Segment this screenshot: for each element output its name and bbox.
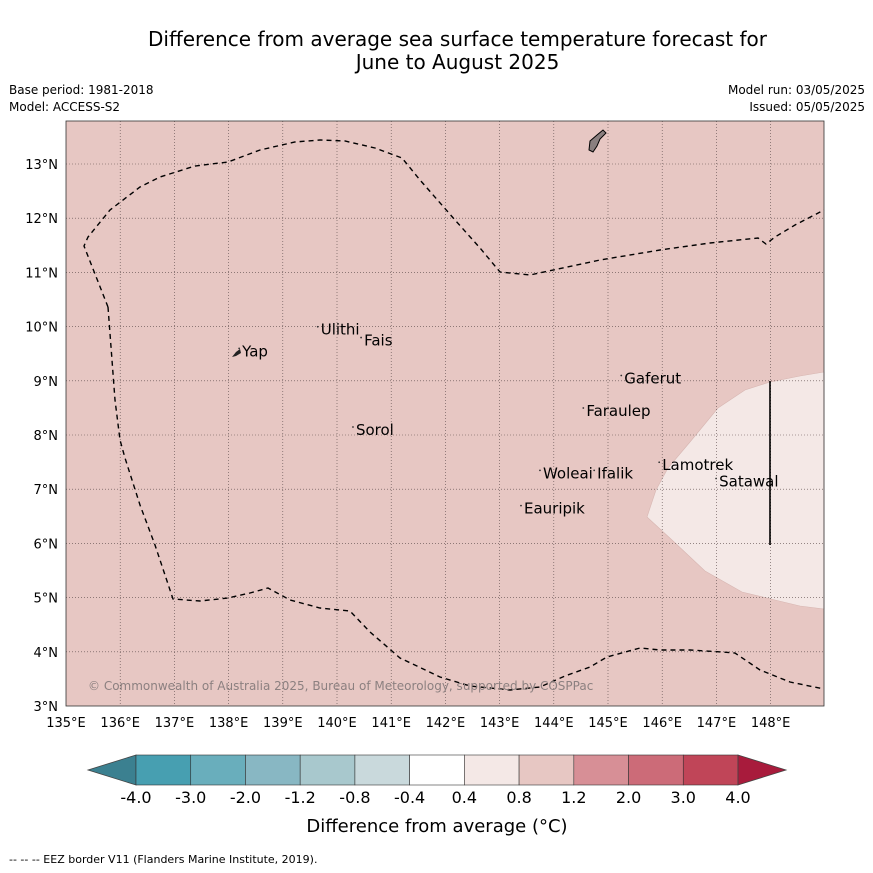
longitude-label: 145°E (588, 716, 628, 731)
longitude-label: 147°E (697, 716, 737, 731)
place-label-sorol: Sorol (356, 421, 394, 439)
model-run: Model run: 03/05/2025 (727, 83, 865, 97)
place-label-gaferut: Gaferut (624, 370, 681, 388)
colorbar-tick-label: 4.0 (725, 788, 750, 807)
place-label-satawal: Satawal (719, 472, 778, 490)
place-label-lamotrek: Lamotrek (662, 456, 733, 474)
island-dot (593, 469, 596, 472)
longitude-label: 141°E (371, 716, 411, 731)
meta-right: Model run: 03/05/2025 Issued: 05/05/2025 (728, 82, 865, 116)
latitude-label: 10°N (25, 321, 58, 336)
colorbar-segment (190, 754, 246, 786)
map-title: Difference from average sea surface temp… (40, 28, 873, 74)
longitude-label: 140°E (317, 716, 357, 731)
guam-island-shape (588, 129, 607, 153)
island-dot (620, 374, 623, 377)
longitude-label: 138°E (209, 716, 249, 731)
colorbar-segment (135, 754, 192, 786)
colorbar-segment (573, 754, 629, 786)
meta-left: Base period: 1981-2018 Model: ACCESS-S2 (9, 82, 154, 116)
base-period: Base period: 1981-2018 (9, 83, 154, 97)
colorbar: -4.0 -3.0 -2.0 -1.2 -0.8 -0.4 0.4 0.8 1.2 2.0 3.0 4… (86, 754, 788, 807)
place-label-yap: Yap (241, 342, 268, 360)
longitude-label: 143°E (480, 716, 520, 731)
colorbar-tick-label: -0.8 (339, 788, 370, 807)
place-label-woleai: Woleai (543, 464, 593, 482)
latitude-label: 6°N (34, 537, 59, 552)
island-dot (715, 477, 718, 480)
colorbar-tick-label: 0.4 (452, 788, 477, 807)
warm-anomaly-patch (646, 371, 825, 610)
colorbar-label: Difference from average (°C) (306, 816, 567, 837)
colorbar-tick-label: 0.8 (506, 788, 531, 807)
longitude-label: 139°E (263, 716, 303, 731)
colorbar-tick-label: 1.2 (561, 788, 586, 807)
colorbar-tick-label: -1.2 (285, 788, 316, 807)
map-frame (65, 120, 825, 707)
colorbar-tick-label: -3.0 (175, 788, 206, 807)
latitude-label: 12°N (25, 212, 58, 227)
island-dot (352, 426, 354, 428)
colorbar-under-arrow (86, 754, 137, 786)
colorbar-tick-label: -2.0 (230, 788, 261, 807)
colorbar-segment (682, 754, 739, 786)
longitude-label: 137°E (155, 716, 195, 731)
island-dot (238, 347, 241, 350)
island-dot (360, 336, 362, 339)
colorbar-segment (245, 754, 301, 786)
longitude-label: 142°E (426, 716, 466, 731)
place-label-ifalik: Ifalik (597, 464, 633, 482)
latitude-labels: 13°N 12°N 11°N 10°N 9°N 8°N 7°N 6°N 5°N 4°N 3°N (25, 158, 58, 715)
island-dot (582, 407, 585, 409)
eez-border (107, 306, 825, 691)
longitude-label: 136°E (100, 716, 140, 731)
eez-footnote: -- -- -- EEZ border V11 (Flanders Marine… (9, 853, 318, 866)
colorbar-segment (464, 754, 520, 786)
yap-island-shape (232, 349, 241, 357)
longitude-labels: 135°E 136°E 137°E 138°E 139°E 140°E 141°E 142°E… (46, 716, 790, 731)
copyright-note: © Commonwealth of Australia 2025, Bureau… (88, 679, 593, 693)
model-name: Model: ACCESS-S2 (9, 100, 121, 114)
longitude-label: 148°E (751, 716, 791, 731)
latitude-label: 5°N (34, 592, 59, 607)
latitude-label: 11°N (25, 266, 58, 281)
colorbar-segment (628, 754, 684, 786)
place-label-eauripik: Eauripik (524, 500, 585, 518)
island-dot (539, 469, 541, 472)
latitude-label: 7°N (34, 483, 59, 498)
colorbar-segment (354, 754, 410, 786)
latitude-label: 3°N (34, 700, 59, 715)
island-dot (520, 504, 522, 507)
colorbar-tick-label: 2.0 (616, 788, 641, 807)
place-label-fais: Fais (364, 332, 393, 350)
colorbar-tick-label: 3.0 (671, 788, 696, 807)
place-label-faraulep: Faraulep (586, 402, 650, 420)
latitude-label: 13°N (25, 158, 58, 173)
issued-date: Issued: 05/05/2025 (749, 100, 865, 114)
graticule (66, 121, 824, 706)
eez-border (83, 139, 825, 308)
colorbar-segment (299, 754, 356, 786)
latitude-label: 9°N (34, 375, 59, 390)
colorbar-segment (518, 754, 575, 786)
latitude-label: 4°N (34, 646, 59, 661)
longitude-label: 146°E (642, 716, 682, 731)
longitude-label: 135°E (46, 716, 86, 731)
colorbar-segment (409, 754, 465, 786)
colorbar-over-arrow (737, 754, 788, 786)
longitude-label: 144°E (534, 716, 574, 731)
title-line-1: Difference from average sea surface temp… (147, 27, 767, 51)
title-line-2: June to August 2025 (355, 50, 560, 74)
colorbar-tick-label: -4.0 (120, 788, 151, 807)
colorbar-tick-label: -0.4 (394, 788, 425, 807)
island-dot (658, 461, 661, 464)
place-label-ulithi: Ulithi (321, 321, 360, 339)
island-dot (316, 325, 319, 328)
latitude-label: 8°N (34, 429, 59, 444)
